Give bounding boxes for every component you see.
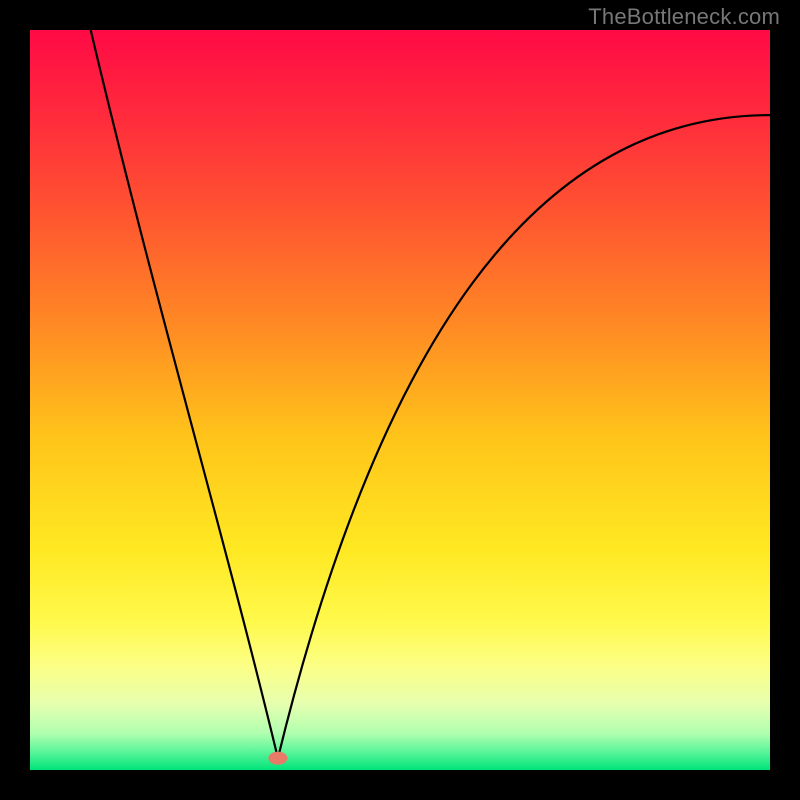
plot-svg xyxy=(30,30,770,770)
plot-area xyxy=(30,30,770,770)
figure-canvas: TheBottleneck.com xyxy=(0,0,800,800)
watermark-text: TheBottleneck.com xyxy=(588,4,780,30)
plot-background xyxy=(30,30,770,770)
optimum-marker xyxy=(269,752,287,764)
